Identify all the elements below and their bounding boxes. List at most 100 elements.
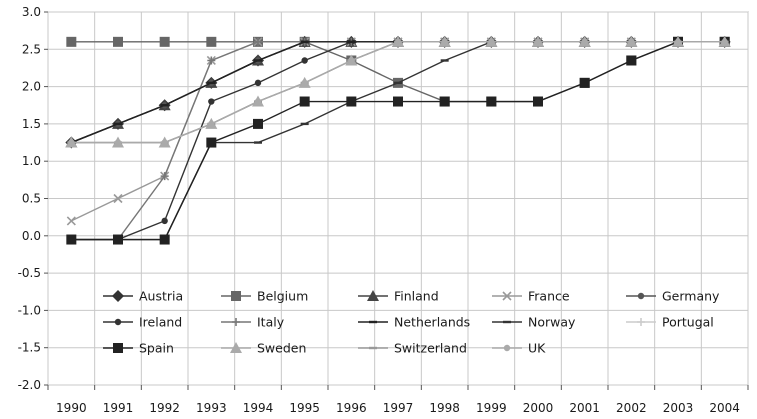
x-tick-label: 1995 bbox=[289, 401, 320, 415]
legend-marker bbox=[502, 291, 512, 301]
data-point-belgium bbox=[113, 36, 123, 47]
data-point-spain bbox=[393, 96, 403, 107]
legend-item-austria: Austria bbox=[103, 289, 183, 304]
legend: Austria Belgium Finland France Germany Irelan… bbox=[103, 289, 720, 356]
legend-label: Italy bbox=[257, 315, 285, 330]
series-lines bbox=[65, 35, 731, 245]
data-point-ireland bbox=[208, 98, 215, 105]
series-uk bbox=[68, 38, 728, 146]
legend-item-italy: Italy bbox=[221, 315, 285, 330]
data-point-spain bbox=[533, 96, 543, 107]
x-tick-label: 2002 bbox=[616, 401, 647, 415]
legend-label: Portugal bbox=[662, 315, 714, 330]
x-tick-label: 1998 bbox=[429, 401, 460, 415]
legend-item-norway: Norway bbox=[492, 315, 576, 330]
x-tick-label: 1994 bbox=[243, 401, 274, 415]
y-tick-label: 2.5 bbox=[22, 42, 41, 56]
y-tick-label: -0.5 bbox=[18, 266, 41, 280]
data-point-uk bbox=[394, 38, 402, 46]
grid-lines bbox=[47, 11, 749, 386]
legend-marker bbox=[231, 291, 241, 301]
y-tick-label: 3.0 bbox=[22, 5, 41, 19]
legend-item-spain: Spain bbox=[103, 341, 174, 356]
data-point-spain bbox=[579, 77, 590, 88]
data-point-spain bbox=[486, 96, 497, 107]
legend-item-finland: Finland bbox=[358, 289, 439, 304]
data-point-uk bbox=[301, 79, 308, 87]
data-point-spain bbox=[346, 96, 357, 107]
legend-label: Belgium bbox=[257, 289, 308, 304]
legend-label: Germany bbox=[662, 289, 720, 304]
legend-marker bbox=[637, 292, 645, 300]
data-point-uk bbox=[208, 120, 215, 128]
data-point-uk bbox=[488, 38, 495, 46]
legend-label: UK bbox=[528, 341, 546, 356]
x-tick-label: 2003 bbox=[663, 401, 694, 415]
legend-label: Finland bbox=[394, 289, 439, 304]
data-point-spain bbox=[626, 55, 637, 66]
legend-marker bbox=[114, 318, 122, 326]
legend-item-portugal: Portugal bbox=[626, 315, 714, 330]
data-point-spain bbox=[206, 137, 217, 148]
data-point-uk bbox=[68, 139, 75, 146]
x-tick-label: 2004 bbox=[709, 401, 740, 415]
legend-item-switzerland: Switzerland bbox=[358, 341, 467, 356]
x-tick-label: 1999 bbox=[476, 401, 507, 415]
data-point-france bbox=[66, 216, 76, 226]
legend-marker bbox=[637, 318, 645, 326]
legend-label: Ireland bbox=[139, 315, 182, 330]
data-point-spain bbox=[159, 234, 170, 245]
data-point-belgium bbox=[66, 36, 77, 47]
data-point-spain bbox=[253, 118, 263, 129]
data-point-uk bbox=[161, 139, 168, 146]
y-tick-label: -1.5 bbox=[18, 341, 41, 355]
data-point-ireland bbox=[161, 217, 168, 225]
x-tick-label: 1996 bbox=[336, 401, 367, 415]
x-tick-label: 1992 bbox=[149, 401, 180, 415]
y-tick-label: -1.0 bbox=[18, 303, 41, 317]
x-tick-label: 2000 bbox=[523, 401, 554, 415]
data-point-ireland bbox=[254, 79, 262, 87]
data-point-belgium bbox=[159, 36, 170, 47]
legend-item-ireland: Ireland bbox=[103, 315, 182, 330]
data-point-uk bbox=[348, 57, 355, 64]
legend-marker bbox=[112, 290, 124, 302]
legend-label: Spain bbox=[139, 341, 174, 356]
data-point-italy bbox=[207, 56, 216, 65]
legend-label: Sweden bbox=[257, 341, 306, 356]
data-point-italy bbox=[254, 37, 262, 46]
y-tick-label: 0.0 bbox=[22, 229, 41, 243]
legend-marker bbox=[232, 318, 240, 326]
x-tick-label: 1993 bbox=[196, 401, 227, 415]
y-tick-label: 0.5 bbox=[22, 192, 41, 206]
legend-label: Austria bbox=[139, 289, 183, 304]
data-point-spain bbox=[439, 96, 450, 107]
data-point-spain bbox=[299, 96, 310, 107]
legend-item-uk: UK bbox=[492, 341, 546, 356]
legend-item-belgium: Belgium bbox=[221, 289, 308, 304]
legend-label: Netherlands bbox=[394, 315, 470, 330]
data-point-spain bbox=[113, 234, 123, 245]
legend-marker bbox=[230, 342, 242, 353]
y-tick-label: 2.0 bbox=[22, 80, 41, 94]
data-point-spain bbox=[66, 234, 77, 245]
data-point-uk bbox=[674, 38, 682, 46]
x-tick-label: 1991 bbox=[103, 401, 134, 415]
y-tick-label: 1.5 bbox=[22, 117, 41, 131]
data-point-uk bbox=[534, 38, 542, 46]
x-tick-label: 1997 bbox=[383, 401, 414, 415]
y-tick-label: 1.0 bbox=[22, 154, 41, 168]
data-point-france bbox=[113, 193, 123, 204]
legend-item-france: France bbox=[492, 289, 570, 304]
y-tick-label: -2.0 bbox=[18, 378, 41, 392]
data-point-ireland bbox=[301, 57, 308, 64]
legend-marker bbox=[113, 343, 123, 353]
data-point-uk bbox=[721, 38, 728, 46]
x-tick-label: 2001 bbox=[569, 401, 600, 415]
legend-item-netherlands: Netherlands bbox=[358, 315, 470, 330]
legend-label: Switzerland bbox=[394, 341, 467, 356]
data-point-uk bbox=[581, 38, 588, 46]
legend-marker bbox=[503, 344, 511, 352]
data-point-uk bbox=[441, 38, 448, 46]
data-point-uk bbox=[114, 139, 122, 146]
